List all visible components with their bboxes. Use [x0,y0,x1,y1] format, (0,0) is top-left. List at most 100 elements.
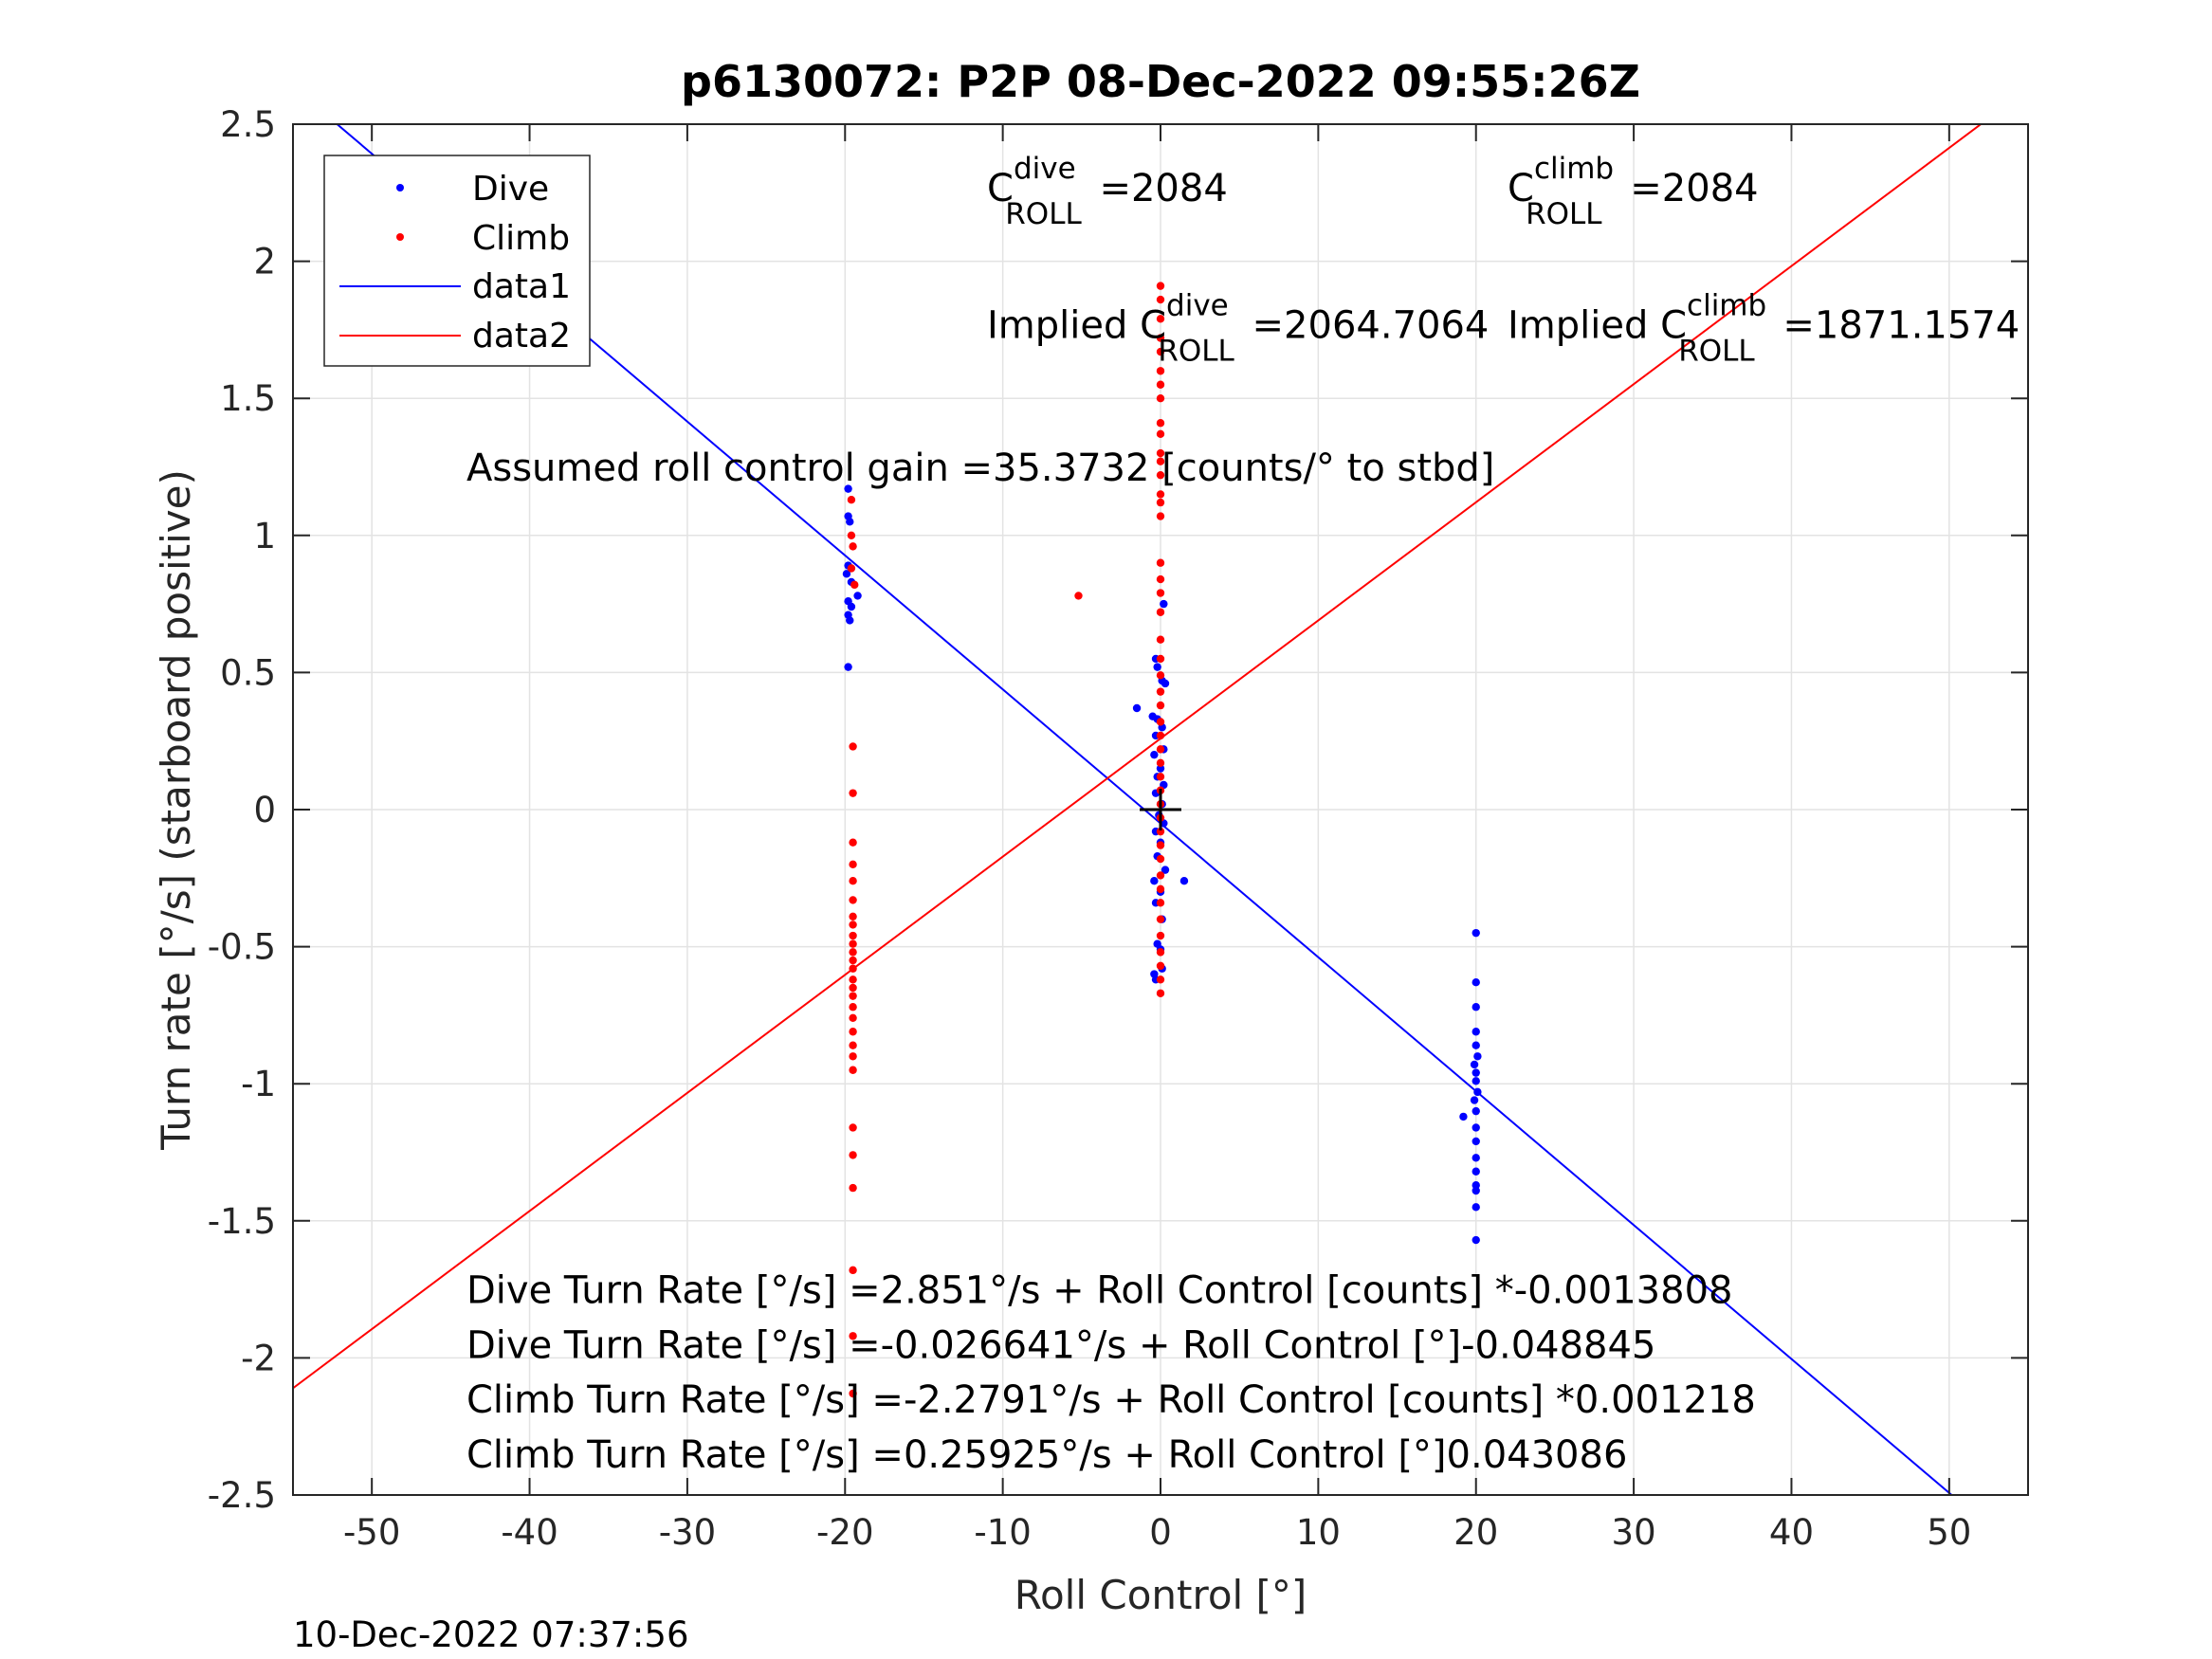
climb-point [847,496,856,504]
annotation-superscript: dive [1014,152,1076,186]
climb-point [849,975,857,984]
dive-point [844,663,852,671]
climb-point [1156,854,1165,864]
legend-label-climb: Climb [472,219,570,258]
annotation-eq1: Dive Turn Rate [°/s] =2.851°/s + Roll Co… [466,1269,1732,1313]
y-tick-label: -2.5 [208,1475,276,1516]
annotation-eq2: Dive Turn Rate [°/s] =-0.026641°/s + Rol… [466,1323,1655,1367]
climb-point [1156,448,1165,458]
x-tick-label: 40 [1769,1512,1814,1553]
annotation-base: C [1508,167,1534,210]
climb-point [1156,948,1165,957]
x-tick-label: -30 [659,1512,716,1553]
annotation-value: =2084 [1618,167,1759,210]
climb-point [1156,899,1165,907]
annotation-eq3: Climb Turn Rate [°/s] =-2.2791°/s + Roll… [466,1378,1756,1422]
climb-point [1156,419,1165,428]
dive-point [1161,679,1170,688]
climb-point [849,860,857,869]
x-tick-label: 50 [1927,1512,1971,1553]
climb-point [849,1013,857,1022]
y-tick-label: 1.5 [220,378,276,419]
x-tick-label: 20 [1453,1512,1498,1553]
climb-point [1156,367,1165,375]
dive-point [1153,663,1161,671]
climb-point [849,912,857,921]
x-tick-label: -40 [501,1512,558,1553]
dive-point [1470,1096,1479,1104]
climb-point [1156,512,1165,520]
climb-point [1156,295,1165,304]
climb-point [1156,687,1165,696]
dive-point [1472,1123,1480,1132]
dive-point [1472,1028,1480,1036]
x-tick-label: -20 [816,1512,873,1553]
x-tick-label: 0 [1149,1512,1172,1553]
y-tick-label: 2 [253,242,276,283]
dive-point [1472,1154,1480,1162]
climb-point [849,939,857,948]
legend-label-data1: data1 [472,267,571,306]
dive-point [1470,1060,1479,1069]
y-tick-label: -1.5 [208,1201,276,1242]
climb-point [1156,282,1165,290]
annotation-superscript: climb [1687,289,1766,323]
climb-point [1074,592,1083,600]
x-tick-label: -10 [974,1512,1031,1553]
dive-point [1472,1106,1480,1116]
climb-point [1156,589,1165,597]
dive-point [1132,703,1142,713]
y-axis-label: Turn rate [°/s] (starboard positive) [153,469,199,1151]
climb-point [849,1003,857,1012]
annotation-base: C [987,167,1014,210]
dive-point [1472,1041,1480,1049]
annotation-subscript: ROLL [1678,335,1755,369]
annotation-cdive: Cdive ROLL =2084 [987,152,1228,231]
dive-point [1472,1235,1480,1245]
climb-point [1156,671,1165,680]
generated-timestamp: 10-Dec-2022 07:37:56 [293,1614,688,1655]
climb-point [1156,731,1165,740]
annotation-cclimb: Cclimb ROLL =2084 [1508,152,1759,231]
dive-point [1459,1112,1468,1121]
annotation-iclimb: Implied Cclimb ROLL =1871.1574 [1508,289,2020,369]
y-tick-label: 2.5 [220,104,276,145]
climb-point [1156,490,1165,499]
climb-point [1156,701,1165,710]
climb-point [847,531,856,539]
annotation-value: =2084 [1088,167,1228,210]
dive-point [1472,1167,1480,1176]
dive-point [844,484,852,493]
climb-point [849,1389,857,1398]
climb-point [1156,608,1165,616]
dive-point [1179,876,1189,885]
origin-marker [1140,789,1181,830]
y-tick-label: 1 [253,516,276,556]
dive-point [1472,1068,1480,1077]
scatter-points [842,282,1482,1398]
climb-point [849,964,857,973]
dive-point [1472,1181,1480,1190]
annotation-value: =1871.1574 [1771,304,2020,348]
climb-point [849,956,857,965]
climb-point [849,1332,857,1340]
annotation-base: Implied C [1508,304,1687,348]
dive-point [1150,750,1159,759]
annotation-base: Implied C [987,304,1166,348]
climb-point [1156,975,1165,984]
climb-point [1156,315,1165,323]
dive-point [842,570,851,578]
dive-point [1472,1203,1480,1212]
climb-point [1156,718,1165,726]
dive-point [1161,866,1170,874]
climb-point [849,1123,857,1132]
dive-point [1472,977,1480,987]
x-tick-label: 10 [1296,1512,1341,1553]
annotation-eq4: Climb Turn Rate [°/s] =0.25925°/s + Roll… [466,1433,1627,1477]
annotation-gain: Assumed roll control gain =35.3732 [coun… [466,447,1494,490]
climb-point [1156,470,1165,480]
x-tick-label: 30 [1612,1512,1656,1553]
climb-point [849,838,857,847]
climb-point [1156,394,1165,403]
